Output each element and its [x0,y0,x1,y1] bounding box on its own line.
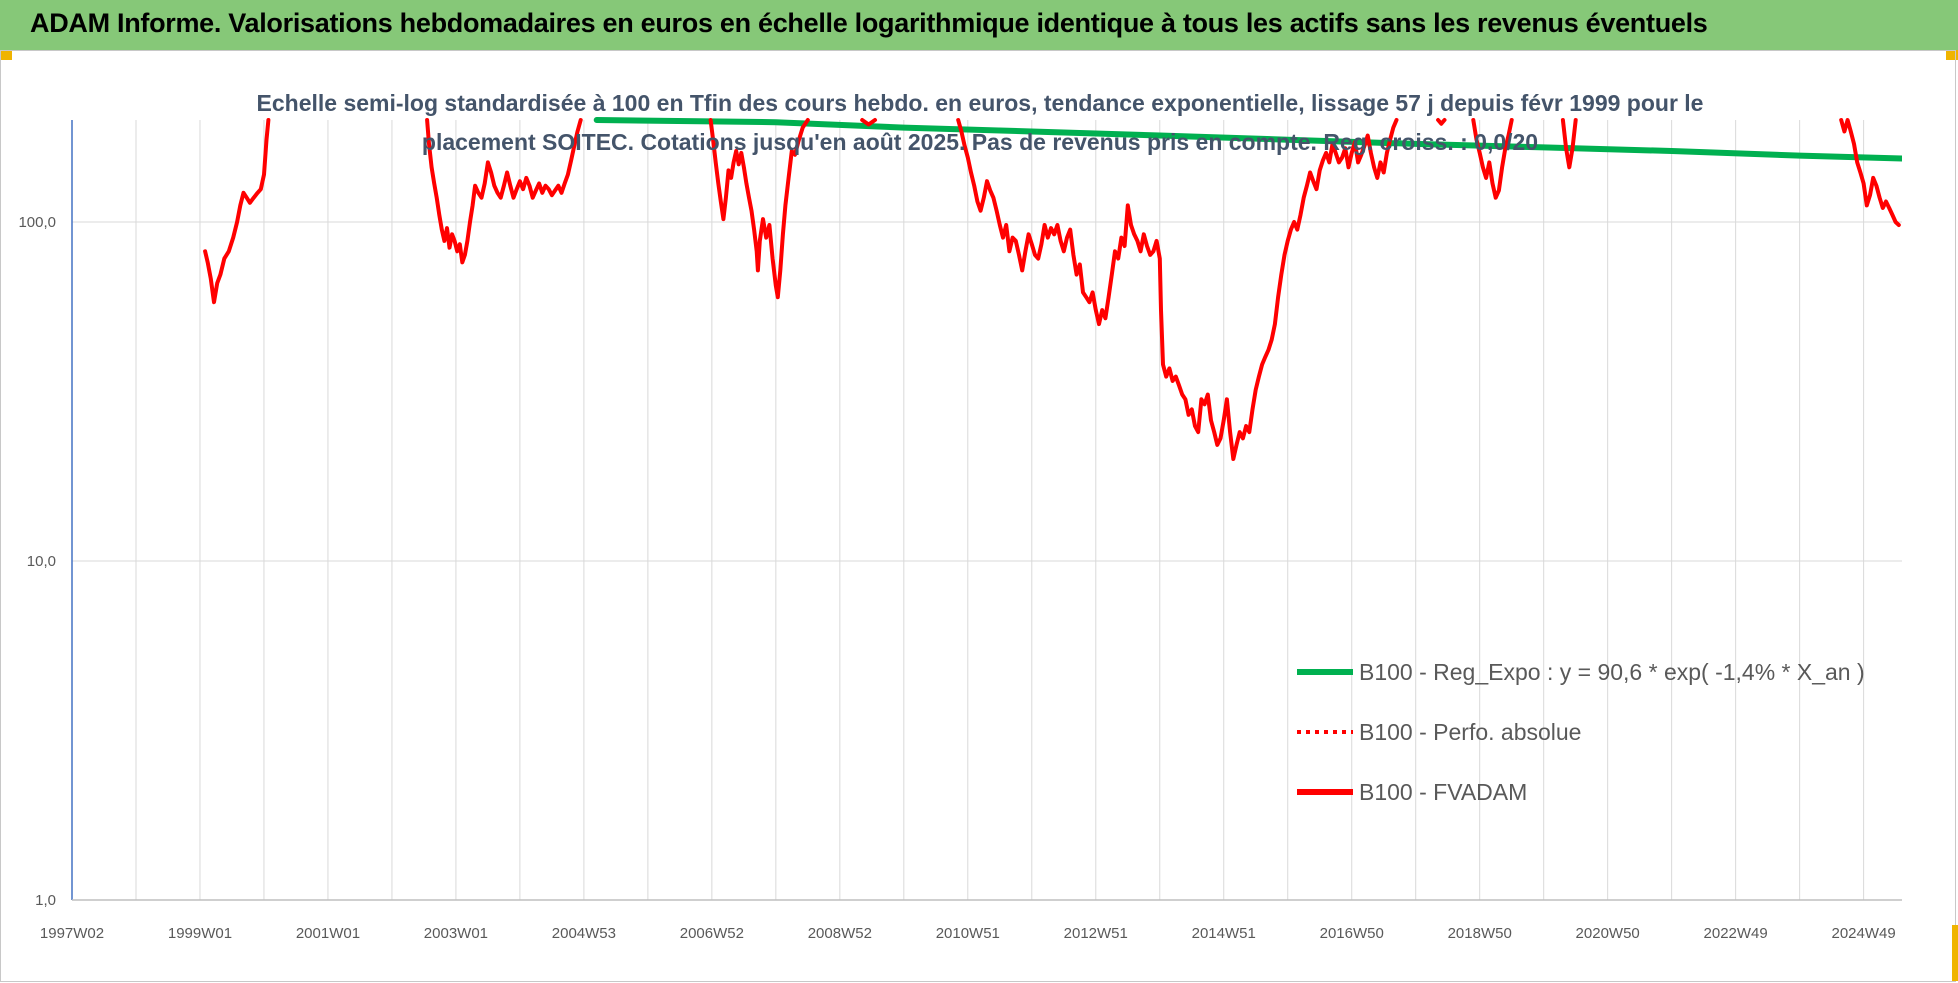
x-tick-label: 2012W51 [1064,925,1128,942]
x-tick-label: 2022W49 [1704,925,1768,942]
x-tick-label: 2014W51 [1192,925,1256,942]
x-tick-label: 2001W01 [296,925,360,942]
series-line-fvadam [203,118,271,305]
series-line-fvadam [1471,118,1514,200]
chart-frame [0,50,1956,982]
header-bar: ADAM Informe. Valorisations hebdomadaire… [0,0,1958,50]
x-tick-label: 2024W49 [1831,925,1895,942]
series-line-fvadam [1436,118,1447,126]
x-tick-label: 2006W52 [680,925,744,942]
legend-label: B100 - Reg_Expo : y = 90,6 * exp( -1,4% … [1359,659,1865,685]
series-line-fvadam [956,118,1399,461]
x-tick-label: 2018W50 [1448,925,1512,942]
x-tick-label: 1999W01 [168,925,232,942]
series-line-fvadam [708,118,810,300]
series-line-fvadam [425,118,583,265]
side-marker-right [1952,925,1958,981]
page-title: ADAM Informe. Valorisations hebdomadaire… [30,8,1708,38]
legend-label: B100 - FVADAM [1359,779,1527,805]
x-tick-label: 2016W50 [1320,925,1384,942]
series-line-fvadam [1560,118,1578,170]
x-tick-label: 2008W52 [808,925,872,942]
corner-marker-left [0,50,12,60]
x-tick-label: 2003W01 [424,925,488,942]
x-tick-label: 2020W50 [1576,925,1640,942]
series-line-fvadam [1839,118,1901,227]
series-line-reg-expo [593,117,1902,162]
chart-subtitle: Echelle semi-log standardisée à 100 en T… [256,90,1704,155]
corner-marker-right [1946,50,1958,60]
legend-label: B100 - Perfo. absolue [1359,719,1581,745]
y-tick-label: 10,0 [27,553,56,570]
y-tick-label: 1,0 [35,892,56,909]
series-line-fvadam [860,118,877,127]
y-tick-label: 100,0 [18,214,56,231]
x-tick-label: 2010W51 [936,925,1000,942]
x-tick-label: 2004W53 [552,925,616,942]
x-tick-label: 1997W02 [40,925,104,942]
